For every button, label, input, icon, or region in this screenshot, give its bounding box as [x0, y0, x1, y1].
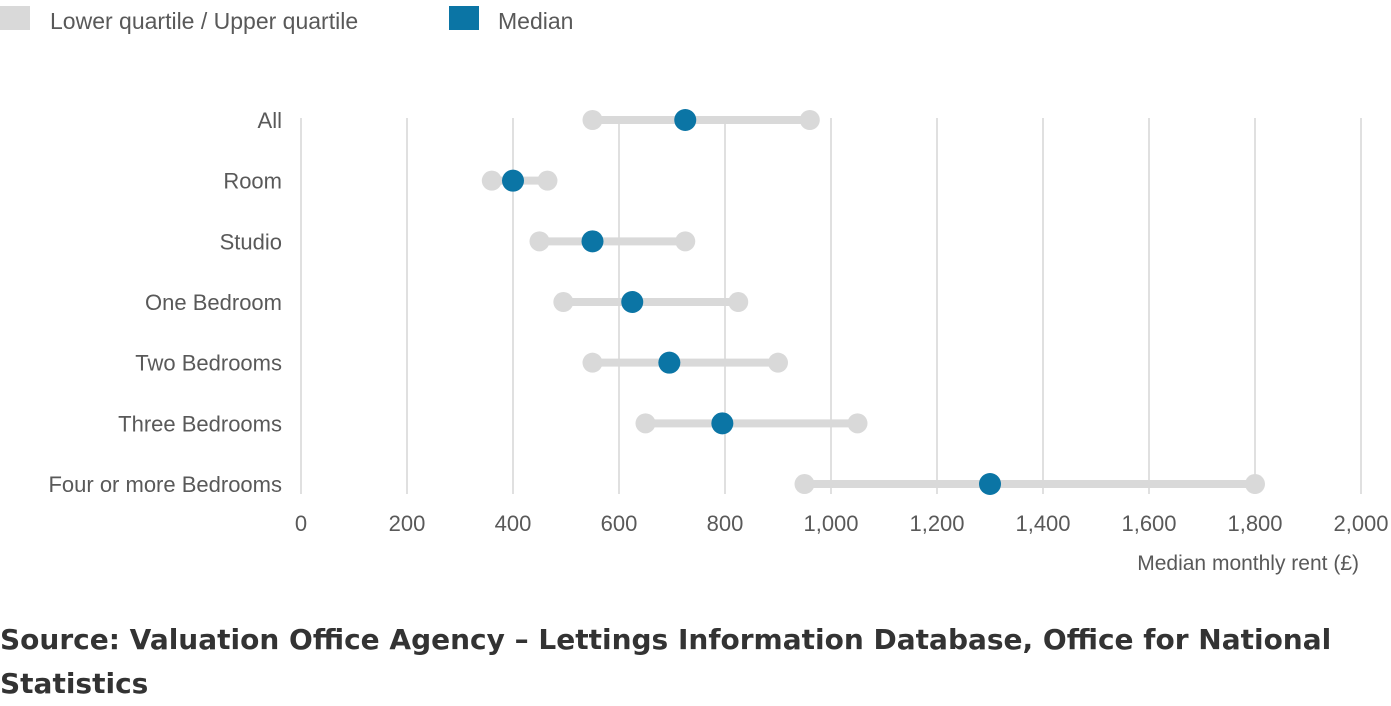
range-row — [529, 230, 696, 253]
legend-median-swatch — [449, 6, 479, 30]
x-tick-label: 400 — [495, 511, 532, 536]
upper-quartile-point — [768, 352, 788, 373]
median-point — [979, 473, 1001, 496]
lower-quartile-point — [529, 231, 550, 252]
range-row — [635, 412, 868, 435]
legend: Lower quartile / Upper quartile Median — [0, 6, 573, 34]
legend-quartile-label: Lower quartile / Upper quartile — [50, 8, 358, 34]
lower-quartile-point — [553, 292, 574, 313]
range-row — [481, 169, 558, 192]
x-tick-label: 1,000 — [803, 511, 858, 536]
median-point — [621, 291, 644, 314]
category-label: Two Bedrooms — [135, 351, 282, 376]
upper-quartile-point — [1245, 474, 1265, 495]
range-row — [553, 291, 749, 314]
upper-quartile-point — [799, 110, 820, 130]
x-tick-label: 1,200 — [909, 511, 964, 536]
x-tick-label: 0 — [295, 511, 307, 536]
x-tick-label: 1,600 — [1121, 511, 1176, 536]
upper-quartile-point — [675, 231, 696, 252]
median-point — [711, 412, 734, 435]
quartile-ranges — [481, 109, 1265, 496]
lower-quartile-point — [582, 110, 603, 130]
category-labels: All Room Studio One Bedroom Two Bedrooms Thre… — [48, 108, 282, 497]
category-label: All — [258, 108, 282, 133]
lower-quartile-point — [635, 413, 656, 434]
x-axis-label: Median monthly rent (£) — [1137, 552, 1359, 575]
category-label: Four or more Bedrooms — [48, 472, 282, 497]
x-tick-labels: 0 200 400 600 800 1,000 1,200 1,400 1,600 1,800 2,… — [295, 511, 1389, 536]
upper-quartile-point — [728, 292, 749, 313]
category-label: One Bedroom — [145, 290, 282, 315]
x-tick-label: 1,800 — [1227, 511, 1282, 536]
x-tick-label: 800 — [707, 511, 744, 536]
category-label: Room — [223, 169, 282, 194]
range-row — [582, 351, 788, 374]
median-point — [581, 230, 604, 253]
median-point — [658, 351, 681, 374]
lower-quartile-point — [582, 352, 603, 373]
gridlines — [300, 118, 1362, 494]
upper-quartile-point — [537, 170, 558, 191]
lower-quartile-point — [794, 474, 815, 495]
category-label: Studio — [220, 229, 282, 254]
x-tick-label: 200 — [389, 511, 426, 536]
median-point — [502, 169, 524, 192]
range-row — [582, 109, 820, 131]
category-label: Three Bedrooms — [118, 411, 282, 436]
range-row — [794, 473, 1265, 496]
median-point — [674, 109, 697, 131]
x-tick-label: 600 — [601, 511, 638, 536]
dot-range-chart: Lower quartile / Upper quartile Median A… — [0, 6, 1389, 575]
x-tick-label: 2,000 — [1333, 511, 1388, 536]
source-note: Source: Valuation Office Agency – Lettin… — [0, 623, 1332, 700]
lower-quartile-point — [481, 170, 502, 191]
legend-median-label: Median — [498, 8, 573, 34]
x-tick-label: 1,400 — [1015, 511, 1070, 536]
upper-quartile-point — [847, 413, 868, 434]
legend-quartile-swatch — [0, 6, 30, 30]
